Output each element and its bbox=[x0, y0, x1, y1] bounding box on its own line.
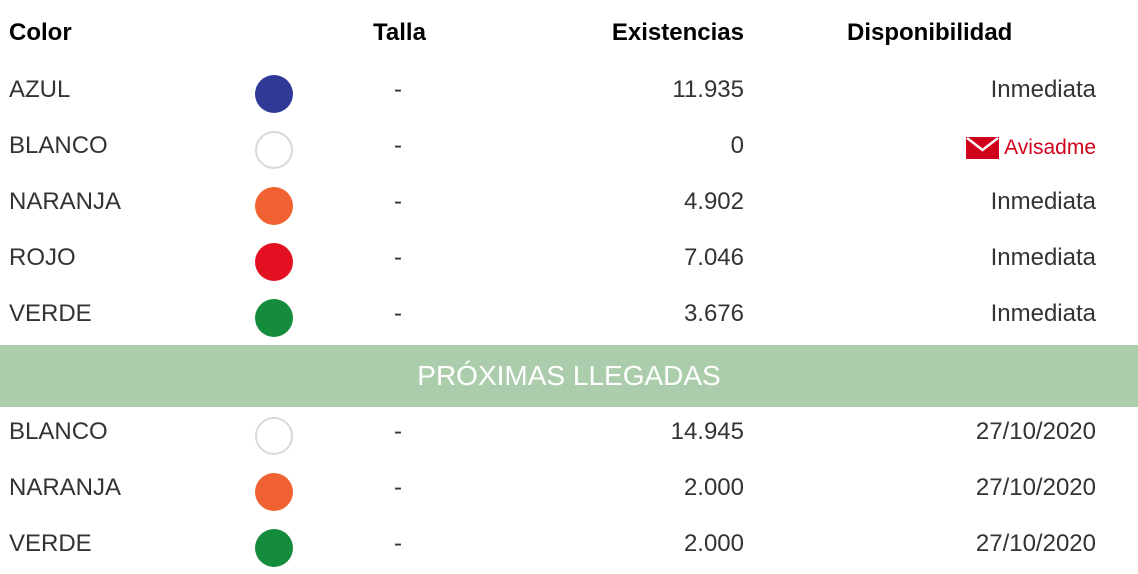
color-swatch bbox=[254, 118, 294, 174]
table-row: NARANJA - 4.902 Inmediata bbox=[0, 174, 1138, 230]
color-name: BLANCO bbox=[9, 418, 108, 445]
color-name: AZUL bbox=[9, 76, 71, 103]
header-color: Color bbox=[9, 19, 72, 46]
color-swatch bbox=[254, 230, 294, 286]
table-header: Color Talla Existencias Disponibilidad bbox=[0, 0, 1138, 62]
header-size: Talla bbox=[373, 19, 426, 46]
size-value: - bbox=[394, 244, 402, 271]
availability-value: Inmediata bbox=[990, 244, 1096, 271]
availability-value: Inmediata bbox=[990, 76, 1096, 103]
color-swatch bbox=[254, 516, 294, 572]
color-name: VERDE bbox=[9, 300, 92, 327]
table-row: AZUL - 11.935 Inmediata bbox=[0, 62, 1138, 118]
size-value: - bbox=[394, 474, 402, 501]
notify-cell: Avisadme bbox=[966, 118, 1096, 174]
arrival-date: 27/10/2020 bbox=[975, 474, 1096, 501]
table-row: BLANCO - 0 Avisadme bbox=[0, 118, 1138, 174]
size-value: - bbox=[394, 300, 402, 327]
header-stock: Existencias bbox=[611, 19, 744, 46]
table-row: VERDE - 2.000 27/10/2020 bbox=[0, 516, 1138, 572]
size-value: - bbox=[394, 188, 402, 215]
color-name: VERDE bbox=[9, 530, 92, 557]
size-value: - bbox=[394, 132, 402, 159]
header-availability: Disponibilidad bbox=[847, 19, 1013, 46]
table-row: VERDE - 3.676 Inmediata bbox=[0, 286, 1138, 342]
notify-link[interactable]: Avisadme bbox=[966, 136, 1096, 160]
color-swatch bbox=[254, 404, 294, 460]
color-name: ROJO bbox=[9, 244, 76, 271]
color-swatch bbox=[254, 460, 294, 516]
availability-value: Inmediata bbox=[990, 300, 1096, 327]
stock-value: 7.046 bbox=[683, 244, 744, 271]
stock-value: 4.902 bbox=[683, 188, 744, 215]
mail-icon bbox=[966, 137, 1000, 160]
stock-value: 2.000 bbox=[683, 530, 744, 557]
size-value: - bbox=[394, 76, 402, 103]
notify-label: Avisadme bbox=[1004, 136, 1096, 159]
color-swatch bbox=[254, 62, 294, 118]
stock-value: 0 bbox=[730, 132, 744, 159]
arrival-date: 27/10/2020 bbox=[975, 530, 1096, 557]
size-value: - bbox=[394, 530, 402, 557]
upcoming-arrivals-banner: PRÓXIMAS LLEGADAS bbox=[0, 345, 1138, 407]
table-row: NARANJA - 2.000 27/10/2020 bbox=[0, 460, 1138, 516]
size-value: - bbox=[394, 418, 402, 445]
color-swatch bbox=[254, 286, 294, 342]
color-name: BLANCO bbox=[9, 132, 108, 159]
stock-value: 3.676 bbox=[683, 300, 744, 327]
arrival-date: 27/10/2020 bbox=[975, 418, 1096, 445]
color-name: NARANJA bbox=[9, 188, 122, 215]
table-row: ROJO - 7.046 Inmediata bbox=[0, 230, 1138, 286]
color-name: NARANJA bbox=[9, 474, 122, 501]
stock-value: 14.945 bbox=[670, 418, 744, 445]
table-row: BLANCO - 14.945 27/10/2020 bbox=[0, 404, 1138, 460]
availability-value: Inmediata bbox=[990, 188, 1096, 215]
stock-value: 11.935 bbox=[672, 76, 744, 103]
stock-value: 2.000 bbox=[683, 474, 744, 501]
color-swatch bbox=[254, 174, 294, 230]
